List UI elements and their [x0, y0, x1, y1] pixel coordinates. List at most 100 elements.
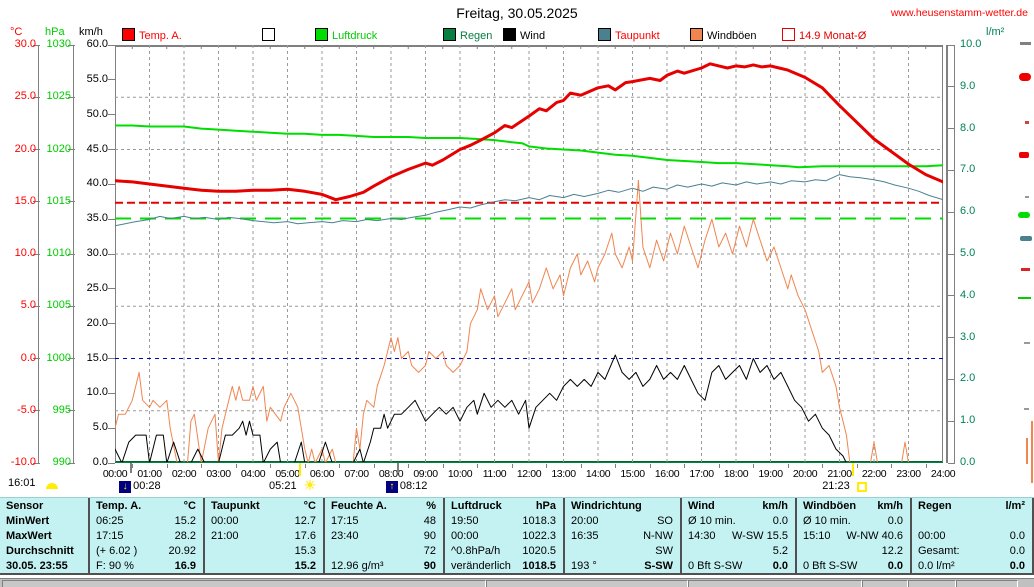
temp-axis-tick-label: 20.0: [14, 142, 36, 155]
temp-axis-tick: [33, 149, 40, 150]
temp-axis-tick: [33, 44, 40, 46]
14.9 Monat-Ø-legend-swatch: [782, 28, 795, 41]
table-cell: Ø 10 min. 0.0: [688, 515, 788, 527]
table-cell: 12.2: [881, 545, 903, 557]
next-chart-preview-mark: [1021, 268, 1030, 271]
bottom-halfhour-tick: [822, 464, 824, 468]
pressure-axis-tick: [68, 201, 75, 203]
table-cell: 15.3: [294, 545, 316, 557]
x-axis-label: 24:00: [930, 468, 956, 480]
wind-axis-tick-label: 5.0: [92, 421, 108, 434]
pressure-axis-tick-label: 1005: [46, 299, 71, 312]
axis-event-tick: [851, 463, 854, 476]
temp-axis-tick-label: 30.0: [14, 38, 36, 50]
x-axis-label: 22:00: [861, 468, 887, 480]
bottom-halfhour-tick: [201, 464, 203, 468]
table-column-header: Sensor: [6, 500, 44, 512]
summary-table: Sensor MinWert MaxWert Durchschnitt 30.05. 2…: [0, 497, 1034, 575]
bottom-halfhour-tick: [615, 464, 617, 468]
temp-axis-tick-label: 0.0: [20, 351, 36, 364]
bottom-halfhour-tick: [270, 464, 272, 468]
temp-axis-tick: [33, 358, 40, 359]
legend-label: Windböen: [707, 30, 757, 42]
table-column-header: Luftdruck hPa: [451, 500, 556, 512]
rain-axis-tick-label: 9.0: [960, 79, 976, 92]
bottom-halfhour-tick: [477, 464, 479, 468]
x-axis-label: 20:00: [792, 468, 818, 480]
rain-axis-tick-label: 8.0: [960, 121, 976, 134]
legend-label: Luftdruck: [332, 30, 378, 42]
temp-axis-tick: [33, 410, 40, 412]
temp-axis-tick-label: -10.0: [10, 456, 36, 468]
axis-event-tick: [396, 463, 399, 473]
next-chart-preview-mark: [1019, 152, 1029, 158]
table-cell: 15:10 W-NW 40.6: [803, 530, 903, 542]
wind-axis-tick-label: 20.0: [86, 316, 108, 329]
bottom-halfhour-tick: [132, 464, 134, 468]
table-cell: 30.05. 23:55: [6, 560, 68, 572]
x-axis-label: 07:00: [344, 468, 369, 480]
bottom-halfhour-tick: [891, 464, 893, 468]
pressure-axis-tick-label: 1015: [46, 194, 71, 207]
table-column-header: Taupunkt °C: [211, 500, 316, 512]
table-cell: 17:15 48: [331, 515, 436, 527]
Taupunkt-legend-swatch: [598, 28, 611, 41]
next-chart-preview-mark: [1031, 421, 1033, 483]
temp-axis-tick: [33, 462, 40, 464]
page-title: Freitag, 30.05.2025: [456, 5, 578, 21]
rain-axis-tick: [948, 86, 955, 88]
wind-axis-tick: [108, 79, 115, 81]
weather-chart: [115, 45, 943, 463]
pressure-axis-tick-label: 995: [52, 403, 71, 416]
table-cell: 0 Bft S-SW 0.0: [803, 560, 903, 572]
bottom-halfhour-tick: [787, 464, 789, 468]
status-panel: [688, 580, 862, 587]
next-chart-preview-mark: [1020, 42, 1031, 45]
wind-axis-tick-label: 15.0: [86, 351, 108, 364]
pressure-axis-tick-label: 1030: [46, 38, 71, 50]
pressure-axis-tick-label: 1010: [46, 247, 71, 259]
table-column-feuchte-a-: Feuchte A.% 17:15 48 23:40 90 72 12.96 g/m³ 90: [325, 498, 445, 574]
next-chart-preview-mark: [1024, 408, 1029, 410]
table-cell: veränderlich 1018.5: [451, 560, 556, 572]
table-cell: 16:35 N-NW: [571, 530, 673, 542]
bottom-halfhour-tick: [304, 464, 306, 468]
pressure-axis-tick: [68, 462, 75, 464]
legend-label: Temp. A.: [139, 30, 182, 42]
rain-axis-tick-label: 6.0: [960, 205, 976, 218]
wind-axis-tick: [108, 183, 115, 185]
table-cell: 17:15 28.2: [96, 530, 196, 542]
website-link[interactable]: www.heusenstamm-wetter.de: [890, 7, 1028, 19]
rain-axis-tick: [948, 420, 955, 422]
x-axis-label: 01:00: [137, 468, 162, 480]
rain-axis-tick-label: 4.0: [960, 288, 976, 301]
rain-axis-tick: [948, 211, 955, 213]
axis-event-tick: [298, 463, 301, 476]
temp-axis-tick: [33, 201, 40, 203]
x-axis-label: 12:00: [516, 468, 542, 480]
wind-axis-unit: km/h: [79, 26, 103, 38]
legend-label: Wind: [520, 30, 546, 42]
wind-axis-tick-label: 25.0: [86, 281, 108, 294]
table-cell: 0 Bft S-SW 0.0: [688, 560, 788, 572]
temp-axis-tick: [33, 305, 40, 307]
sunset-icon: [856, 482, 867, 492]
wind-axis-tick-label: 55.0: [86, 72, 108, 85]
table-cell: 06:25 15.2: [96, 515, 196, 527]
table-column-taupunkt: Taupunkt °C 00:00 12.7 21:00 17.6 15.3 15.2: [205, 498, 325, 574]
table-cell: 15.2: [294, 560, 316, 572]
wind-axis-tick: [108, 253, 115, 255]
bottom-halfhour-tick: [580, 464, 582, 468]
x-axis-label: 21:00: [827, 468, 852, 480]
legend-item: Luftdruck: [315, 28, 378, 42]
rain-axis-tick: [948, 378, 955, 380]
legend-item: Temp. A.: [122, 28, 182, 42]
x-axis-label: 05:00: [275, 468, 300, 480]
table-cell: 00:00 12.7: [211, 515, 316, 527]
x-axis-label: 19:00: [758, 468, 783, 480]
next-chart-preview-mark: [1025, 121, 1029, 124]
moonrise-time-label: 16:01: [8, 477, 36, 489]
rain-axis-tick-label: 2.0: [960, 372, 976, 385]
table-cell: MinWert: [6, 515, 50, 527]
